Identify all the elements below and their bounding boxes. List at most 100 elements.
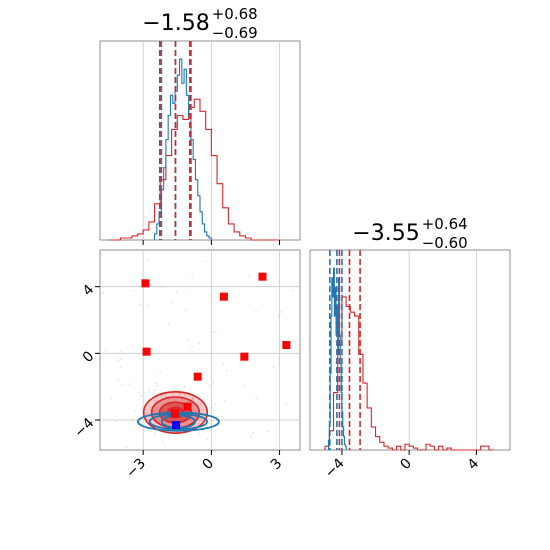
hist-y-title-minus: −0.60 (422, 234, 468, 252)
joint-red-marker-7 (183, 402, 192, 411)
joint-tick-label-y-1: 0 (80, 348, 98, 366)
joint-scatter-point (154, 432, 156, 435)
joint-scatter-point (168, 438, 171, 441)
joint-scatter-point (140, 395, 143, 397)
hist-y-title: −3.55 +0.64 −0.60 (352, 215, 467, 252)
joint-scatter-point (153, 389, 156, 392)
joint-scatter-point (119, 366, 122, 369)
joint-scatter-point (156, 407, 159, 410)
joint-scatter-point (117, 359, 120, 362)
joint-scatter-point (280, 310, 283, 313)
joint-scatter-point (138, 391, 140, 394)
joint-scatter-point (211, 406, 214, 409)
joint-scatter-point (161, 285, 164, 288)
joint-scatter-point (197, 432, 200, 435)
joint-scatter-point (192, 398, 194, 401)
joint-scatter-point (120, 349, 123, 352)
joint-scatter-point (144, 392, 147, 395)
hist-x-title-plus: +0.68 (212, 5, 258, 23)
joint-panel: −3 0 3 −4 0 4 (71, 249, 301, 482)
joint-red-marker-0 (141, 279, 150, 288)
joint-scatter-point (172, 393, 175, 396)
hist-y-red-histogram (324, 296, 494, 451)
joint-scatter-point (248, 275, 251, 278)
joint-scatter-point (196, 424, 199, 427)
joint-scatter-point (191, 397, 194, 400)
joint-red-marker-1 (142, 347, 151, 356)
joint-scatter-point (204, 260, 207, 263)
joint-scatter-point (155, 399, 158, 402)
joint-scatter-point (191, 345, 193, 348)
joint-scatter-point (184, 394, 186, 396)
joint-scatter-point (161, 440, 164, 443)
joint-scatter-point (179, 393, 182, 396)
joint-red-marker-4 (282, 341, 291, 349)
joint-scatter-point (134, 410, 137, 412)
hist-x-title-median: −1.58 (142, 11, 209, 36)
joint-scatter-point (200, 410, 203, 412)
joint-scatter-point (150, 406, 152, 409)
joint-scatter-point (152, 409, 155, 412)
joint-scatter-point (255, 310, 257, 313)
joint-scatter-point (252, 432, 255, 435)
joint-red-marker-2 (219, 292, 228, 301)
joint-tick-label-x-0: −3 (123, 456, 149, 482)
joint-scatter-point (277, 314, 280, 317)
joint-scatter-point (146, 412, 148, 415)
joint-red-marker-6 (193, 372, 202, 381)
joint-scatter-point (139, 303, 142, 306)
joint-scatter-point (156, 384, 159, 387)
joint-scatter-point (125, 446, 128, 449)
joint-scatter-point (167, 398, 170, 400)
joint-tick-label-x-1: 0 (200, 456, 218, 474)
hist-x-title: −1.58 +0.68 −0.69 (142, 5, 257, 42)
hist-y-tick-label-x-2: 4 (465, 455, 483, 473)
joint-scatter-point (157, 417, 160, 420)
hist-y-panel: −4 0 4 −3.55 +0.64 −0.60 (309, 215, 511, 481)
joint-scatter-point (133, 289, 135, 292)
joint-scatter-point (184, 308, 187, 311)
joint-scatter-point (119, 358, 122, 361)
joint-scatter-point (115, 420, 118, 423)
hist-x-title-minus: −0.69 (212, 24, 258, 42)
joint-scatter-point (213, 409, 216, 412)
joint-scatter-point (187, 339, 190, 342)
hist-x-panel: −1.58 +0.68 −0.69 (99, 5, 301, 245)
joint-tick-label-y-0: −4 (71, 415, 97, 441)
joint-scatter-point (250, 435, 253, 438)
joint-scatter-point (272, 366, 275, 369)
joint-scatter-point (154, 400, 157, 403)
joint-scatter-point (104, 349, 107, 352)
joint-scatter-point (147, 304, 149, 307)
joint-red-marker-3 (258, 272, 267, 281)
joint-scatter-point (116, 378, 119, 381)
hist-y-tick-label-x-1: 0 (397, 456, 415, 474)
hist-y-tick-label-x-0: −4 (322, 455, 348, 481)
joint-red-marker-8 (171, 409, 179, 418)
joint-scatter-point (285, 403, 288, 406)
joint-scatter-point (159, 371, 162, 374)
joint-scatter-point (102, 291, 105, 294)
hist-x-ticks (142, 240, 281, 245)
joint-scatter-point (206, 438, 209, 441)
joint-scatter-point (153, 399, 156, 402)
joint-scatter-point (222, 362, 224, 365)
joint-scatter-point (225, 369, 228, 372)
joint-scatter-point (198, 342, 201, 345)
hist-y-title-plus: +0.64 (422, 215, 468, 233)
hist-x-quantile-lines (158, 41, 192, 240)
joint-scatter-point (148, 389, 150, 392)
hist-y-quantile-lines (329, 250, 361, 450)
joint-scatter-point (154, 382, 157, 384)
joint-scatter-point (223, 399, 226, 402)
joint-scatter-point (99, 358, 101, 361)
hist-y-title-median: −3.55 (352, 221, 419, 246)
joint-scatter-point (191, 275, 193, 278)
joint-scatter-point (99, 253, 102, 256)
joint-scatter-point (267, 430, 270, 433)
joint-red-marker-5 (240, 352, 249, 361)
joint-scatter-point (170, 301, 173, 303)
joint-scatter-point (110, 397, 113, 400)
joint-scatter-point (175, 290, 178, 293)
